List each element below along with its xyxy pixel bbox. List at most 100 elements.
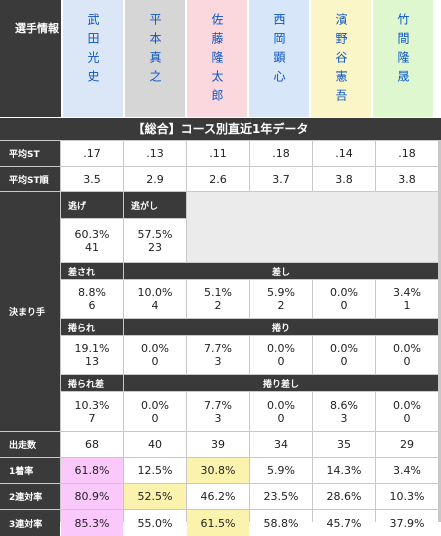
avg-st-cell: .14 (313, 141, 375, 166)
racer-name-4[interactable]: 西岡顕心 (272, 13, 286, 89)
makurarezashi-cell: 10.3% 7 (61, 392, 123, 431)
pct-value: 5.9% (267, 286, 295, 299)
pct-value: 0.0% (267, 342, 295, 355)
pct-value: 10.0% (137, 286, 173, 299)
count-value: 3 (214, 411, 222, 425)
win1-label: 1着率 (0, 458, 60, 483)
pct-value: 7.7% (204, 342, 232, 355)
starts-cell: 39 (187, 432, 249, 457)
makurizashi-cell: 0.0% 0 (124, 392, 186, 431)
pct-value: 0.0% (141, 342, 169, 355)
avg-st-cell: .17 (61, 141, 123, 166)
starts-cell: 35 (313, 432, 375, 457)
pct-value: 7.7% (204, 398, 232, 412)
makurizashi-cell: 0.0% 0 (250, 392, 312, 431)
win3-cell: 85.3% (61, 510, 123, 536)
pct-value: 57.5% (137, 227, 173, 241)
pct-value: 0.0% (330, 342, 358, 355)
pct-value: 0.0% (393, 398, 421, 412)
win2-label: 2連対率 (0, 484, 60, 509)
empty-area (187, 192, 438, 262)
racer-column-4[interactable]: 西岡顕心 (247, 0, 309, 117)
starts-cell: 29 (376, 432, 438, 457)
avg-st-rank-cell: 3.7 (250, 167, 312, 191)
racer-column-5[interactable]: 濱野谷憲吾 (309, 0, 371, 117)
win2-cell: 10.3% (376, 484, 438, 509)
win2-cell: 23.5% (250, 484, 312, 509)
racer-name-3[interactable]: 佐藤隆太郎 (210, 13, 224, 108)
win2-cell: 52.5% (124, 484, 186, 509)
pct-value: 0.0% (267, 398, 295, 412)
count-value: 0 (277, 355, 285, 368)
avg-st-rank-cell: 3.8 (376, 167, 438, 191)
racer-info-label: 選手情報 (0, 0, 61, 117)
racer-name-1[interactable]: 武田光史 (86, 13, 100, 89)
racer-header: 選手情報 武田光史 平本真之 佐藤隆太郎 西岡顕心 濱野谷憲吾 竹間隆晟 (0, 0, 441, 117)
count-value: 3 (340, 411, 348, 425)
count-value: 0 (403, 355, 411, 368)
count-value: 1 (403, 299, 411, 312)
sasare-cell: 8.8% 6 (61, 280, 123, 318)
section-title: 【総合】コース別直近1年データ (0, 118, 441, 140)
win3-cell: 58.8% (250, 510, 312, 536)
avg-st-rank-cell: 3.5 (61, 167, 123, 191)
pct-value: 8.6% (330, 398, 358, 412)
win3-label: 3連対率 (0, 510, 60, 536)
count-value: 0 (340, 355, 348, 368)
pct-value: 0.0% (330, 286, 358, 299)
pct-value: 8.8% (78, 286, 106, 299)
racer-column-6[interactable]: 竹間隆晟 (371, 0, 433, 117)
avg-st-cell: .13 (124, 141, 186, 166)
win1-cell: 61.8% (61, 458, 123, 483)
pct-value: 10.3% (74, 398, 110, 412)
makurizashi-cell: 8.6% 3 (313, 392, 375, 431)
count-value: 2 (214, 299, 222, 312)
avg-st-rank-cell: 2.9 (124, 167, 186, 191)
win3-cell: 37.9% (376, 510, 438, 536)
win1-cell: 14.3% (313, 458, 375, 483)
pct-value: 3.4% (393, 286, 421, 299)
win2-cell: 80.9% (61, 484, 123, 509)
nigashi-header: 逃がし (124, 192, 186, 218)
pct-value: 0.0% (393, 342, 421, 355)
count-value: 4 (151, 299, 159, 312)
win3-cell: 55.0% (124, 510, 186, 536)
racer-column-3[interactable]: 佐藤隆太郎 (185, 0, 247, 117)
makurizashi-cell: 0.0% 0 (376, 392, 438, 431)
makuri-cell: 7.7% 3 (187, 336, 249, 374)
pct-value: 60.3% (74, 227, 110, 241)
count-value: 41 (85, 240, 99, 254)
makurare-header: 捲られ (61, 319, 123, 335)
win1-cell: 12.5% (124, 458, 186, 483)
sashi-header: 差し (124, 263, 438, 279)
nigashi-cell: 57.5% 23 (124, 219, 186, 262)
win3-cell: 45.7% (313, 510, 375, 536)
sashi-cell: 0.0% 0 (313, 280, 375, 318)
makuri-cell: 0.0% 0 (376, 336, 438, 374)
nige-cell: 60.3% 41 (61, 219, 123, 262)
makurarezashi-header: 捲られ差 (61, 375, 123, 391)
kimarite-label: 決まり手 (0, 192, 60, 431)
sashi-cell: 5.1% 2 (187, 280, 249, 318)
pct-value: 0.0% (141, 398, 169, 412)
sashi-cell: 5.9% 2 (250, 280, 312, 318)
avg-st-rank-cell: 3.8 (313, 167, 375, 191)
win3-cell: 61.5% (187, 510, 249, 536)
racer-column-1[interactable]: 武田光史 (61, 0, 123, 117)
win1-cell: 30.8% (187, 458, 249, 483)
racer-name-5[interactable]: 濱野谷憲吾 (334, 13, 348, 108)
count-value: 23 (148, 240, 162, 254)
makuri-cell: 0.0% 0 (313, 336, 375, 374)
count-value: 0 (277, 411, 285, 425)
makuri-cell: 0.0% 0 (124, 336, 186, 374)
avg-st-label: 平均ST (0, 141, 60, 166)
racer-name-6[interactable]: 竹間隆晟 (396, 13, 410, 89)
racer-column-2[interactable]: 平本真之 (123, 0, 185, 117)
pct-value: 19.1% (74, 342, 110, 355)
count-value: 13 (85, 355, 99, 368)
count-value: 3 (214, 355, 222, 368)
racer-name-2[interactable]: 平本真之 (148, 13, 162, 89)
win1-cell: 3.4% (376, 458, 438, 483)
avg-st-cell: .11 (187, 141, 249, 166)
starts-cell: 68 (61, 432, 123, 457)
